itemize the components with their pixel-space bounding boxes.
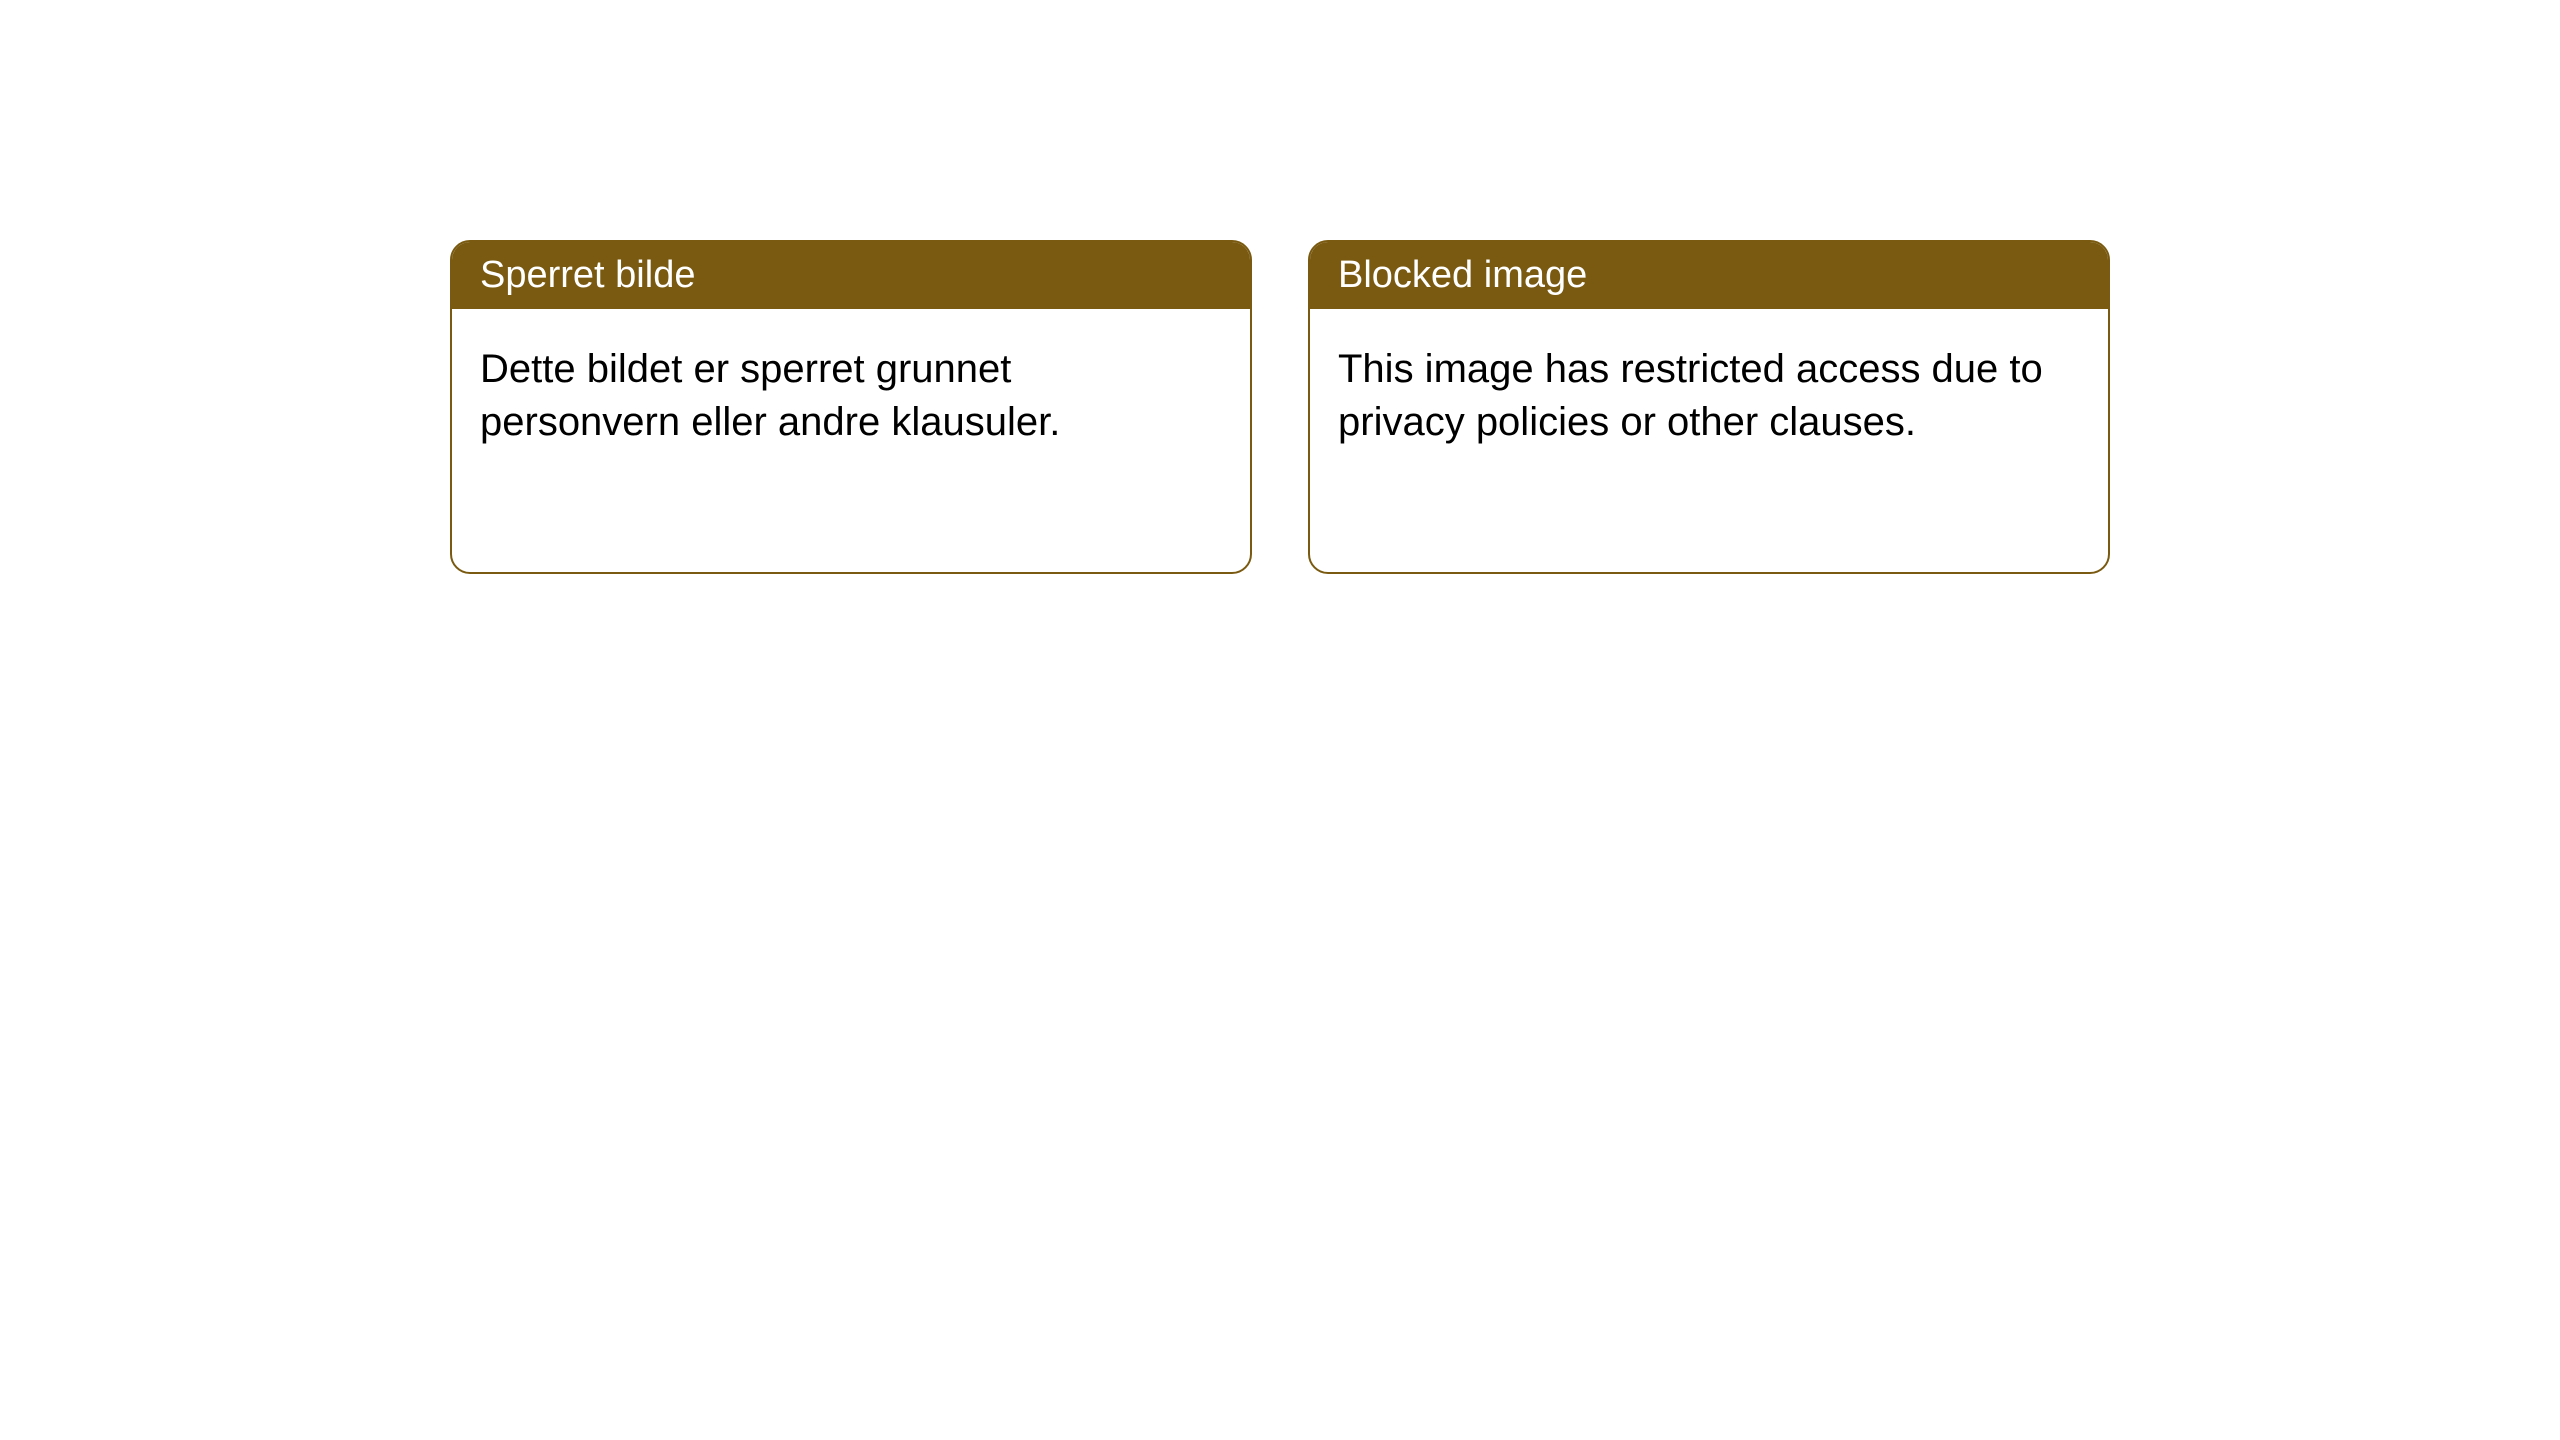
card-body-text: Dette bildet er sperret grunnet personve… bbox=[480, 347, 1060, 444]
card-header: Blocked image bbox=[1310, 242, 2108, 309]
notice-container: Sperret bilde Dette bildet er sperret gr… bbox=[450, 240, 2110, 574]
card-title: Sperret bilde bbox=[480, 254, 695, 296]
card-header: Sperret bilde bbox=[452, 242, 1250, 309]
blocked-image-card-no: Sperret bilde Dette bildet er sperret gr… bbox=[450, 240, 1252, 574]
card-body: This image has restricted access due to … bbox=[1310, 309, 2108, 483]
card-body: Dette bildet er sperret grunnet personve… bbox=[452, 309, 1250, 483]
card-title: Blocked image bbox=[1338, 254, 1587, 296]
blocked-image-card-en: Blocked image This image has restricted … bbox=[1308, 240, 2110, 574]
card-body-text: This image has restricted access due to … bbox=[1338, 347, 2043, 444]
